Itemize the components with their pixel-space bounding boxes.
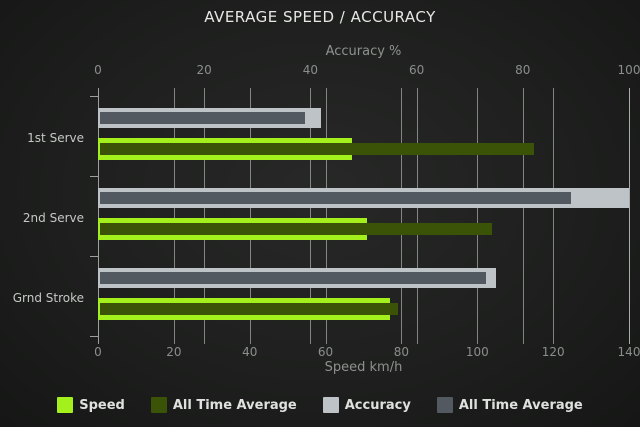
bottom-tick-label-120: 120 xyxy=(541,345,565,359)
bar-all-time-average xyxy=(100,143,535,155)
y-axis-tick xyxy=(90,336,98,337)
legend-label-3: Accuracy xyxy=(344,397,411,413)
bar-all-time-average xyxy=(100,303,398,315)
legend-swatch-2 xyxy=(150,397,167,413)
y-axis-tick xyxy=(90,96,98,97)
category-label-1: 1st Serve xyxy=(27,131,84,145)
bottom-tick-label-40: 40 xyxy=(242,345,258,359)
bottom-gridline-100 xyxy=(477,88,479,344)
category-label-2: 2nd Serve xyxy=(22,211,84,225)
bottom-tick-label-140: 140 xyxy=(617,345,640,359)
top-tick-label-40: 40 xyxy=(302,63,319,77)
legend-swatch-3 xyxy=(322,397,339,413)
legend-label-2: All Time Average xyxy=(172,397,297,413)
category-label-3: Grnd Stroke xyxy=(12,291,84,305)
y-axis-line xyxy=(98,88,99,344)
legend-label-4: All Time Average xyxy=(458,397,583,413)
bottom-gridline-80 xyxy=(401,88,403,344)
top-gridline-20 xyxy=(204,88,206,344)
top-tick-label-100: 100 xyxy=(617,63,640,77)
bar-all-time-average xyxy=(100,112,306,124)
bottom-gridline-140 xyxy=(629,88,630,344)
top-gridline-80 xyxy=(522,88,524,344)
bottom-tick-label-100: 100 xyxy=(465,345,489,359)
top-gridline-60 xyxy=(416,88,418,344)
legend-swatch-4 xyxy=(436,397,453,413)
bottom-axis-label: Speed km/h xyxy=(324,360,403,375)
bar-all-time-average xyxy=(100,223,493,235)
top-gridline-40 xyxy=(310,88,312,344)
legend: Speed All Time Average Accuracy All Time Av… xyxy=(0,396,640,414)
top-axis-label: Accuracy % xyxy=(325,44,402,59)
bottom-gridline-40 xyxy=(249,88,251,344)
legend-swatch-1 xyxy=(57,397,74,413)
legend-item-1: Speed xyxy=(57,397,125,413)
legend-item-4: All Time Average xyxy=(436,397,583,413)
chart-title: AVERAGE SPEED / ACCURACY xyxy=(204,8,436,26)
bar-all-time-average xyxy=(100,272,486,284)
bottom-tick-label-0: 0 xyxy=(94,345,102,359)
legend-item-2: All Time Average xyxy=(150,397,297,413)
bottom-gridline-120 xyxy=(553,88,555,344)
bottom-gridline-60 xyxy=(325,88,327,344)
top-tick-label-0: 0 xyxy=(94,63,102,77)
bottom-tick-label-20: 20 xyxy=(166,345,182,359)
bottom-gridline-20 xyxy=(173,88,175,344)
legend-label-1: Speed xyxy=(79,397,125,413)
y-axis-tick xyxy=(90,176,98,177)
bottom-tick-label-80: 80 xyxy=(393,345,410,359)
top-tick-label-80: 80 xyxy=(515,63,531,77)
legend-item-3: Accuracy xyxy=(322,397,411,413)
bottom-tick-label-60: 60 xyxy=(317,345,334,359)
top-tick-label-20: 20 xyxy=(196,63,212,77)
y-axis-tick xyxy=(90,256,98,257)
bar-all-time-average xyxy=(100,192,571,204)
top-tick-label-60: 60 xyxy=(408,63,425,77)
